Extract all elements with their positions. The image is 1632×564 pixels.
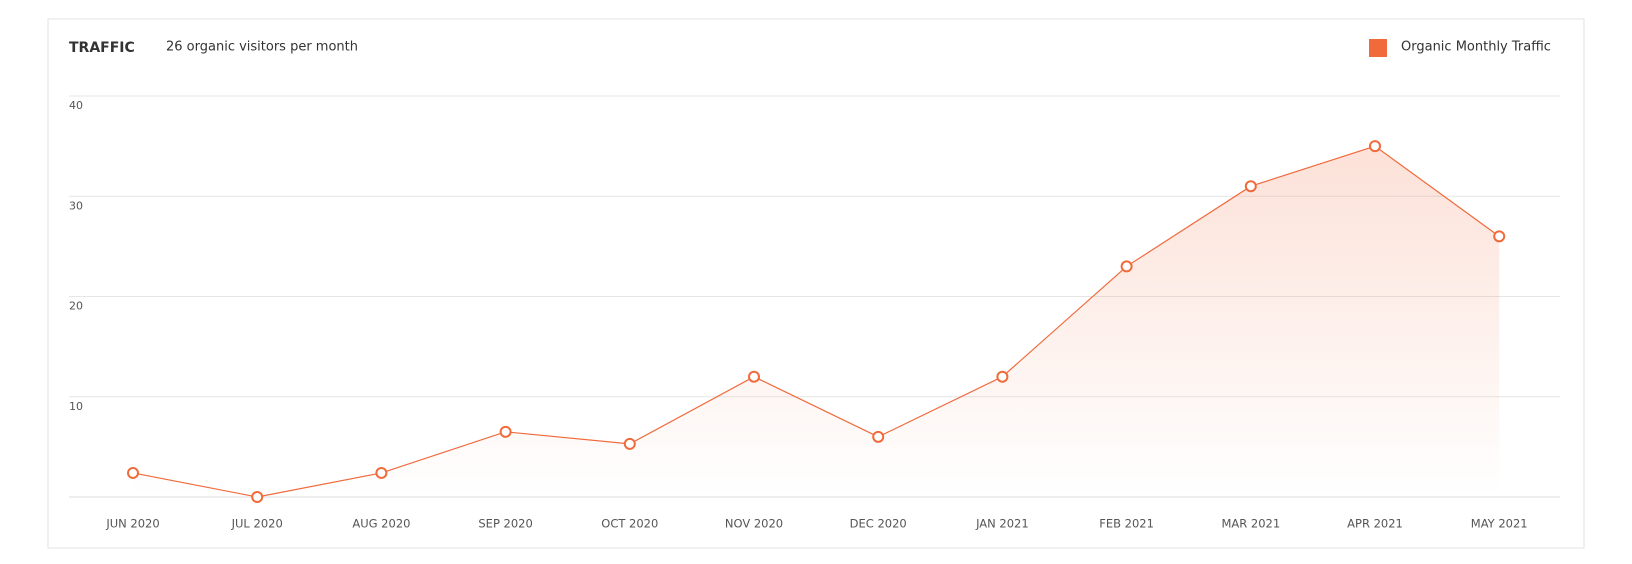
y-tick-label: 10 xyxy=(69,400,83,413)
x-tick-label: JAN 2021 xyxy=(975,517,1029,531)
legend-swatch xyxy=(1369,39,1387,57)
data-point xyxy=(127,466,139,479)
x-tick-label: DEC 2020 xyxy=(850,517,907,531)
data-point xyxy=(996,370,1009,383)
y-tick-label: 30 xyxy=(69,199,83,212)
x-tick-label: AUG 2020 xyxy=(352,517,410,531)
data-point xyxy=(1369,140,1381,153)
y-tick-label: 20 xyxy=(69,300,83,313)
data-point xyxy=(623,437,636,450)
x-tick-label: NOV 2020 xyxy=(725,517,783,531)
chart-subtitle: 26 organic visitors per month xyxy=(166,40,358,55)
area-fill xyxy=(133,146,1500,497)
data-point xyxy=(499,425,512,438)
x-tick-label: SEP 2020 xyxy=(478,517,532,531)
x-tick-label: APR 2021 xyxy=(1347,517,1403,531)
chart-title: TRAFFIC xyxy=(69,40,135,56)
x-tick-label: FEB 2021 xyxy=(1099,517,1154,531)
data-point xyxy=(1244,180,1257,193)
series-line xyxy=(132,145,1500,498)
legend-label: Organic Monthly Traffic xyxy=(1401,40,1551,55)
x-tick-label: MAR 2021 xyxy=(1221,517,1280,531)
x-tick-label: MAY 2021 xyxy=(1471,517,1528,531)
x-tick-label: JUL 2020 xyxy=(231,517,283,531)
data-point xyxy=(1493,230,1506,243)
data-point xyxy=(748,370,760,383)
data-point xyxy=(1120,260,1133,273)
data-point xyxy=(375,466,388,479)
data-point xyxy=(251,491,264,503)
data-point xyxy=(872,430,885,443)
x-tick-label: OCT 2020 xyxy=(601,517,658,531)
y-tick-label: 40 xyxy=(69,99,83,112)
x-tick-label: JUN 2020 xyxy=(105,517,159,531)
